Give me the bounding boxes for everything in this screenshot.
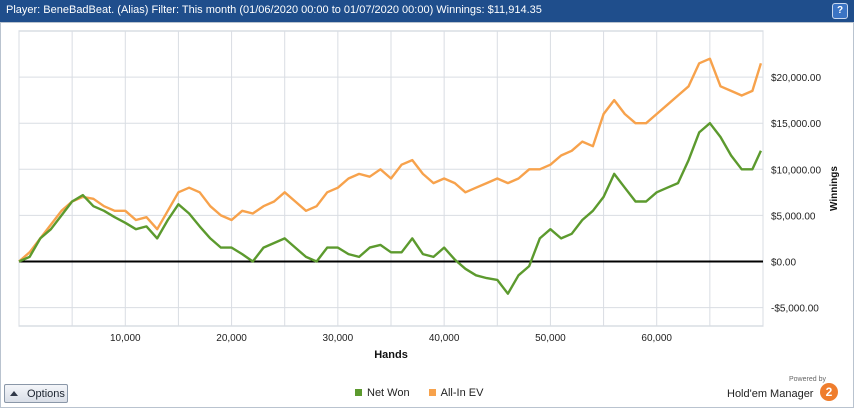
title-bar: Player: BeneBadBeat. (Alias) Filter: Thi… bbox=[0, 0, 854, 23]
x-axis-label: Hands bbox=[374, 349, 408, 361]
x-tick-label: 20,000 bbox=[216, 333, 247, 344]
brand-logo: Powered by Hold'em Manager 2 bbox=[725, 376, 845, 404]
chart-legend: Net Won All-In EV bbox=[355, 387, 499, 399]
legend-item-net-won[interactable]: Net Won bbox=[355, 387, 410, 399]
y-tick-label: $5,000.00 bbox=[771, 211, 816, 222]
x-tick-label: 10,000 bbox=[110, 333, 141, 344]
legend-swatch bbox=[428, 389, 436, 396]
powered-by-text: Powered by bbox=[789, 376, 826, 383]
report-title: Player: BeneBadBeat. (Alias) Filter: Thi… bbox=[6, 4, 542, 16]
y-tick-label: $20,000.00 bbox=[771, 73, 821, 84]
x-tick-label: 50,000 bbox=[535, 333, 566, 344]
legend-label: All-In EV bbox=[440, 387, 484, 399]
x-tick-label: 60,000 bbox=[641, 333, 672, 344]
legend-item-all-in-ev[interactable]: All-In EV bbox=[428, 387, 484, 399]
hm2-logo-icon: 2 bbox=[820, 383, 838, 401]
x-tick-label: 40,000 bbox=[429, 333, 460, 344]
brand-name: Hold'em Manager bbox=[727, 388, 814, 400]
winnings-chart: 10,000 20,000 30,000 40,000 50,000 60,000 -$5,… bbox=[18, 30, 840, 361]
options-button[interactable]: Options bbox=[4, 384, 68, 403]
y-tick-label: -$5,000.00 bbox=[771, 304, 819, 315]
x-tick-label: 30,000 bbox=[323, 333, 354, 344]
y-tick-label: $15,000.00 bbox=[771, 119, 821, 130]
expand-up-icon bbox=[10, 391, 18, 396]
series-line-all-in-ev bbox=[18, 57, 763, 263]
y-tick-label: $10,000.00 bbox=[771, 165, 821, 176]
y-tick-label: $0.00 bbox=[771, 257, 796, 268]
y-axis-label: Winnings bbox=[829, 166, 840, 211]
options-label: Options bbox=[27, 388, 65, 400]
series-line-net-won bbox=[18, 121, 762, 295]
chart-panel: 10,000 20,000 30,000 40,000 50,000 60,000 -$5,… bbox=[0, 22, 854, 408]
legend-label: Net Won bbox=[367, 387, 410, 399]
help-icon[interactable]: ? bbox=[832, 3, 848, 19]
legend-swatch bbox=[355, 389, 362, 396]
